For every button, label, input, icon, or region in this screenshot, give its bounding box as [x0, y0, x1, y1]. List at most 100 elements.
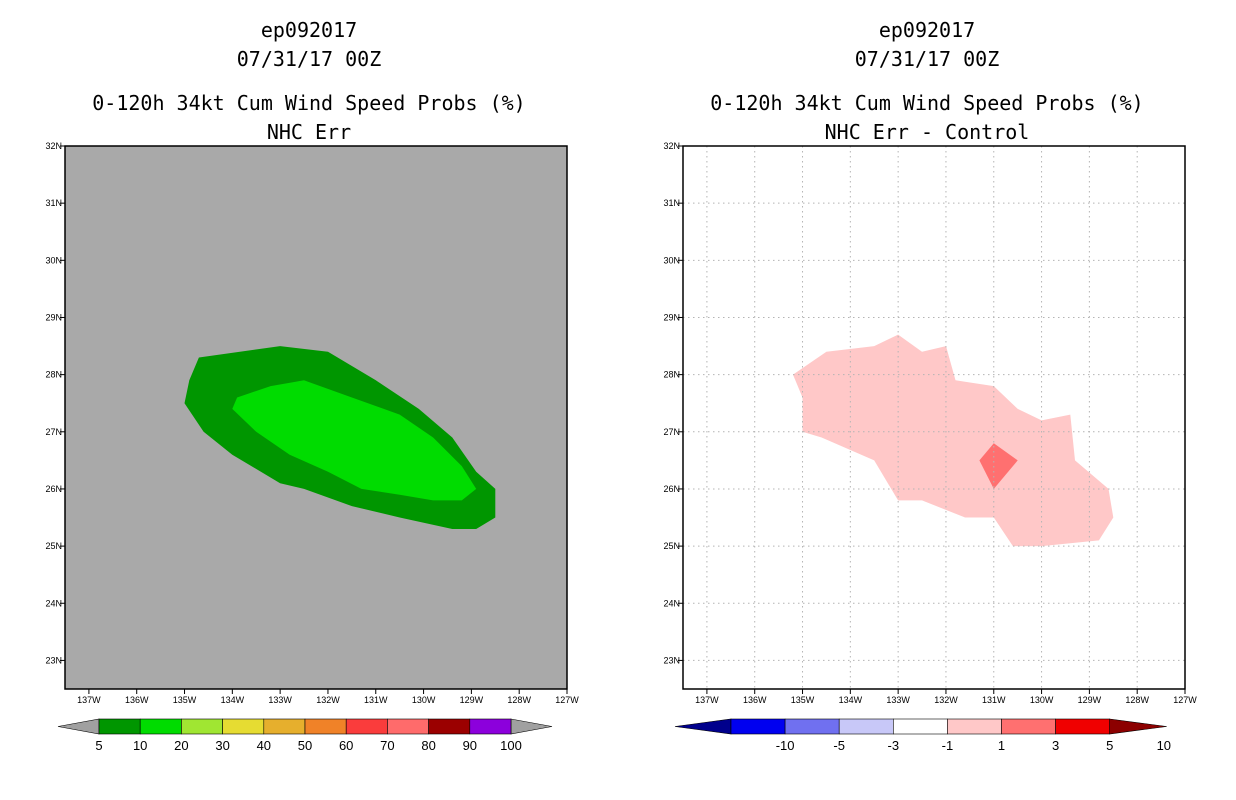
colorbar-arrow-high: [510, 718, 553, 735]
x-tick-label: 129W: [460, 695, 484, 705]
y-tick-label: 31N: [663, 198, 680, 208]
colorbar-label: 3: [1052, 738, 1059, 753]
colorbar: -10 -5 -3 -1 1 3 5 10: [674, 718, 1171, 753]
x-tick-label: 127W: [555, 695, 579, 705]
colorbar-box: [304, 718, 347, 735]
colorbar-box: [730, 718, 786, 735]
right-panel: ep092017 07/31/17 00Z 0-120h 34kt Cum Wi…: [618, 0, 1236, 800]
x-tick-label: 132W: [316, 695, 340, 705]
colorbar-arrow-low: [57, 718, 100, 735]
colorbar-arrow-high: [1109, 718, 1167, 735]
colorbar-box: [1055, 718, 1111, 735]
storm-id: ep092017: [260, 18, 358, 42]
map-chart-nhc-err: 137W 136W 135W 134W 133W 132W 131W 130W 129W 128W…: [45, 141, 579, 753]
y-tick-label: 24N: [45, 598, 62, 608]
plot-frame: [64, 145, 568, 690]
x-tick-label: 131W: [364, 695, 388, 705]
y-tick-label: 30N: [45, 255, 62, 265]
colorbar-label: 20: [174, 738, 188, 753]
y-tick-label: 27N: [45, 427, 62, 437]
colorbar-label: 70: [380, 738, 394, 753]
x-tick-label: 137W: [77, 695, 101, 705]
y-tick-label: 24N: [663, 598, 680, 608]
y-tick-label: 23N: [45, 655, 62, 665]
x-tick-label: 136W: [743, 695, 767, 705]
colorbar-label: 30: [215, 738, 229, 753]
colorbar-box: [1001, 718, 1056, 735]
y-tick-label: 27N: [663, 427, 680, 437]
chart-datetime: 07/31/17 00Z: [854, 47, 1000, 71]
colorbar-label: 5: [95, 738, 102, 753]
colorbar-label: 80: [421, 738, 435, 753]
colorbar-label: 1: [998, 738, 1005, 753]
colorbar-arrow-low: [674, 718, 732, 735]
contour-3-5: [979, 443, 1018, 489]
x-tick-label: 130W: [412, 695, 436, 705]
colorbar-box: [947, 718, 1002, 735]
y-tick-label: 23N: [663, 655, 680, 665]
y-tick-label: 25N: [663, 541, 680, 551]
y-tick-label: 30N: [663, 255, 680, 265]
y-tick-label: 28N: [663, 370, 680, 380]
colorbar-label: 10: [1157, 738, 1171, 753]
colorbar-box: [387, 718, 429, 735]
y-tick-label: 26N: [663, 484, 680, 494]
colorbar-box: [263, 718, 306, 735]
colorbar-label: 5: [1106, 738, 1113, 753]
colorbar-label: 60: [339, 738, 353, 753]
chart-subtitle: NHC Err - Control: [824, 120, 1030, 144]
colorbar-box: [838, 718, 894, 735]
y-tick-label: 32N: [663, 141, 680, 151]
x-tick-label: 137W: [695, 695, 719, 705]
colorbar-box: [345, 718, 388, 735]
left-panel: ep092017 07/31/17 00Z 0-120h 34kt Cum Wi…: [45, 18, 579, 753]
contour-10-20: [232, 380, 477, 501]
x-tick-label: 134W: [221, 695, 245, 705]
plot-frame: [682, 145, 1186, 690]
colorbar-label: 100: [500, 738, 522, 753]
colorbar-label: 40: [257, 738, 271, 753]
colorbar-box: [892, 718, 948, 735]
x-tick-label: 133W: [268, 695, 292, 705]
colorbar-label: 90: [463, 738, 477, 753]
colorbar-label: -3: [888, 738, 900, 753]
map-chart-nhc-err-minus-control: 137W 136W 135W 134W 133W 132W 131W 130W 129W 128W…: [663, 141, 1197, 753]
x-tick-label: 131W: [982, 695, 1006, 705]
chart-datetime: 07/31/17 00Z: [236, 47, 382, 71]
colorbar-box: [98, 718, 141, 735]
x-tick-label: 134W: [839, 695, 863, 705]
chart-title: 0-120h 34kt Cum Wind Speed Probs (%): [710, 91, 1144, 115]
colorbar-label: 50: [298, 738, 312, 753]
colorbar-label: -5: [833, 738, 845, 753]
colorbar-label: -10: [776, 738, 795, 753]
x-tick-label: 129W: [1078, 695, 1102, 705]
y-tick-label: 29N: [663, 312, 680, 322]
chart-title: 0-120h 34kt Cum Wind Speed Probs (%): [92, 91, 526, 115]
x-tick-label: 135W: [173, 695, 197, 705]
x-tick-label: 128W: [1125, 695, 1149, 705]
x-tick-label: 132W: [934, 695, 958, 705]
colorbar-box: [784, 718, 840, 735]
x-tick-label: 130W: [1030, 695, 1054, 705]
x-tick-label: 128W: [507, 695, 531, 705]
x-tick-label: 127W: [1173, 695, 1197, 705]
colorbar-box: [222, 718, 265, 735]
colorbar: 5 10 20 30 40 50 60 70 80 90 100: [57, 718, 553, 753]
x-tick-label: 133W: [886, 695, 910, 705]
colorbar-box: [139, 718, 182, 735]
contour-1-3: [793, 334, 1114, 547]
y-tick-label: 25N: [45, 541, 62, 551]
y-tick-label: 28N: [45, 370, 62, 380]
colorbar-box: [469, 718, 512, 735]
colorbar-box: [181, 718, 223, 735]
y-tick-label: 26N: [45, 484, 62, 494]
x-tick-label: 135W: [791, 695, 815, 705]
x-tick-label: 136W: [125, 695, 149, 705]
colorbar-box: [428, 718, 471, 735]
chart-subtitle: NHC Err: [266, 120, 352, 144]
y-tick-label: 29N: [45, 312, 62, 322]
colorbar-label: -1: [942, 738, 954, 753]
y-tick-label: 31N: [45, 198, 62, 208]
storm-id: ep092017: [878, 18, 976, 42]
y-tick-label: 32N: [45, 141, 62, 151]
